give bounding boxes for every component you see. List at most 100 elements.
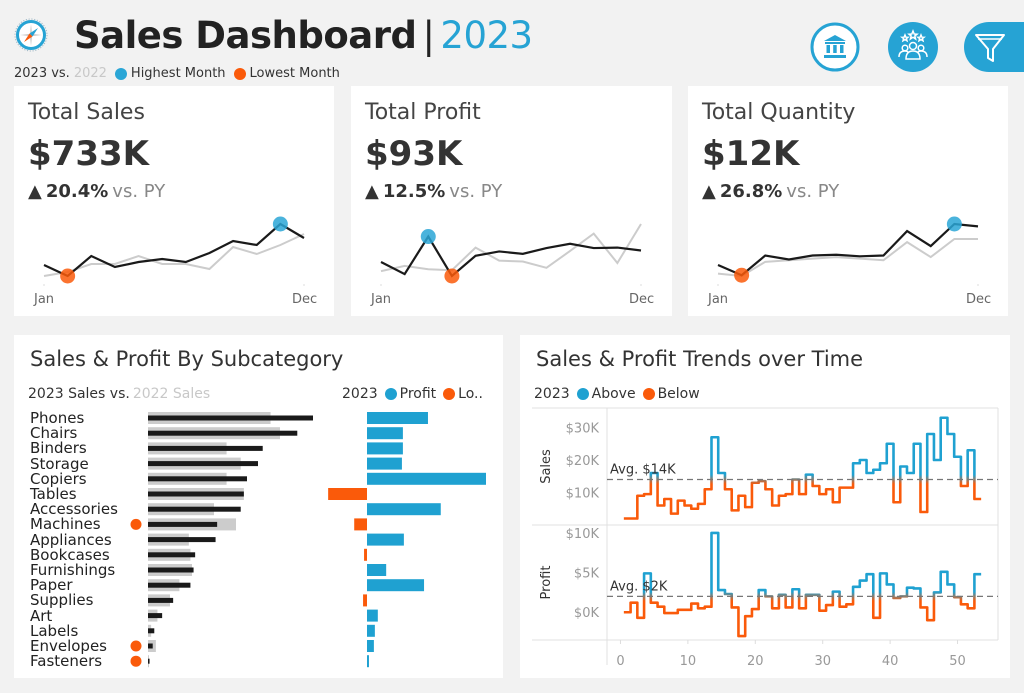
average-label: Avg. $2K xyxy=(610,579,668,594)
series-line-2023 xyxy=(717,222,979,277)
flag-dot xyxy=(130,655,142,667)
category-label: Fasteners xyxy=(30,652,103,671)
bar-2023-profit xyxy=(367,579,425,592)
bar-2023-sales xyxy=(148,643,153,649)
bar-2023-sales xyxy=(148,521,218,527)
lowest-month-marker xyxy=(444,268,460,284)
title-separator: | xyxy=(422,14,435,57)
bar-2023-sales xyxy=(148,567,194,573)
category-label: Accessories xyxy=(30,500,118,519)
axis-start-label: Jan xyxy=(34,292,55,307)
kpi-change-suffix: vs. PY xyxy=(786,181,840,202)
lowest-month-marker xyxy=(734,267,750,283)
bar-2023-sales xyxy=(148,613,163,619)
above-dot-icon xyxy=(576,388,589,400)
bank-icon xyxy=(810,22,860,72)
bar-2023-sales xyxy=(148,597,174,603)
flag-dot xyxy=(130,640,142,652)
kpi-change: ▲ 12.5% vs. PY xyxy=(365,181,502,202)
title-year: 2023 xyxy=(440,14,533,57)
profit-dot-icon xyxy=(384,388,397,400)
y-axis-label: Sales xyxy=(539,449,554,484)
up-arrow-icon: ▲ xyxy=(702,181,716,202)
kpi-change-suffix: vs. PY xyxy=(112,181,166,202)
series-line-2022 xyxy=(717,237,978,278)
axis-start-label: Jan xyxy=(708,292,729,307)
axis-end-label: Dec xyxy=(292,292,318,307)
bar-2023-sales xyxy=(148,658,150,664)
highest-dot-icon xyxy=(114,67,127,80)
customers-button[interactable] xyxy=(888,22,938,72)
page-title: Sales Dashboard | 2023 xyxy=(74,14,533,57)
sparkline-chart xyxy=(717,216,979,286)
legend-year: 2023 xyxy=(534,386,570,402)
category-label: Supplies xyxy=(30,591,94,610)
bar-2023-profit xyxy=(364,548,367,561)
bar-2023-profit xyxy=(367,427,403,440)
bar-2023-sales xyxy=(148,415,313,421)
bar-2023-profit xyxy=(354,518,367,531)
bar-2023-profit xyxy=(367,564,387,576)
kpi-title: Total Profit xyxy=(365,100,481,125)
bank-button[interactable] xyxy=(810,22,860,72)
x-tick-label: 50 xyxy=(949,654,966,669)
legend-current-year: 2023 vs. xyxy=(14,66,70,81)
category-label: Machines xyxy=(30,515,101,534)
y-tick-label: $10K xyxy=(566,487,600,502)
customers-stars-icon xyxy=(888,22,938,72)
bar-2023-profit xyxy=(367,533,404,546)
average-label: Avg. $14K xyxy=(610,463,676,478)
x-tick-label: 30 xyxy=(814,654,831,669)
lowest-dot-icon xyxy=(233,67,246,80)
kpi-value: $12K xyxy=(702,134,800,174)
lowest-month-marker xyxy=(60,268,76,284)
bar-2023-profit xyxy=(367,442,403,455)
sparkline-chart xyxy=(380,223,642,286)
category-label: Chairs xyxy=(30,424,78,443)
y-tick-label: $0K xyxy=(574,606,600,621)
subcategory-panel: Sales & Profit By Subcategory 2023 Sales… xyxy=(14,335,503,678)
bar-2023-profit xyxy=(367,412,428,424)
subcategory-bar-chart xyxy=(130,412,486,668)
kpi-title: Total Quantity xyxy=(702,100,856,125)
up-arrow-icon: ▲ xyxy=(365,181,379,202)
below-dot-icon xyxy=(642,388,655,400)
category-label: Bookcases xyxy=(30,545,110,564)
series-line-2023 xyxy=(43,222,305,278)
highest-month-marker xyxy=(946,216,962,232)
axis-end-label: Dec xyxy=(966,292,992,307)
axis-start-label: Jan xyxy=(371,292,392,307)
axis-end-label: Dec xyxy=(629,292,655,307)
filter-button[interactable] xyxy=(964,22,1024,72)
bar-2023-sales xyxy=(148,461,258,467)
bar-2023-sales xyxy=(148,628,155,634)
kpi-card-total-quantity: Total Quantity $12K ▲ 26.8% vs. PY Jan D… xyxy=(688,86,1008,316)
filter-funnel-icon xyxy=(964,22,1024,72)
kpi-change-value: 26.8% xyxy=(719,181,783,202)
bar-2023-sales xyxy=(148,445,263,451)
category-label: Appliances xyxy=(30,530,112,549)
bar-2023-profit xyxy=(367,640,374,652)
bar-2023-profit xyxy=(367,609,378,622)
y-axis-label: Profit xyxy=(539,566,554,600)
bar-2023-sales xyxy=(148,476,247,482)
category-label: Phones xyxy=(30,409,85,427)
legend-previous-year: 2022 xyxy=(73,66,107,81)
bar-2023-sales xyxy=(148,582,191,588)
legend-year: 2023 xyxy=(342,386,378,402)
loss-dot-icon xyxy=(443,388,456,400)
profit-legend: 2023 Profit Lo.. xyxy=(342,386,483,402)
up-arrow-icon: ▲ xyxy=(28,181,42,202)
panel-title: Sales & Profit By Subcategory xyxy=(30,347,344,371)
sparkline-chart xyxy=(43,216,305,286)
bar-2023-sales xyxy=(148,430,298,436)
x-tick-label: 40 xyxy=(882,654,899,669)
x-tick-label: 20 xyxy=(747,654,764,669)
series-line-2022 xyxy=(43,233,305,277)
category-label: Storage xyxy=(30,454,89,473)
kpi-value: $733K xyxy=(28,134,149,174)
trends-step-chart: Sales $10K $20K $30K Avg. $14K Profit $0K $5K $1… xyxy=(532,407,999,669)
category-label: Labels xyxy=(30,621,79,640)
bar-2023-profit xyxy=(367,624,375,637)
kpi-change: ▲ 20.4% vs. PY xyxy=(28,181,165,202)
